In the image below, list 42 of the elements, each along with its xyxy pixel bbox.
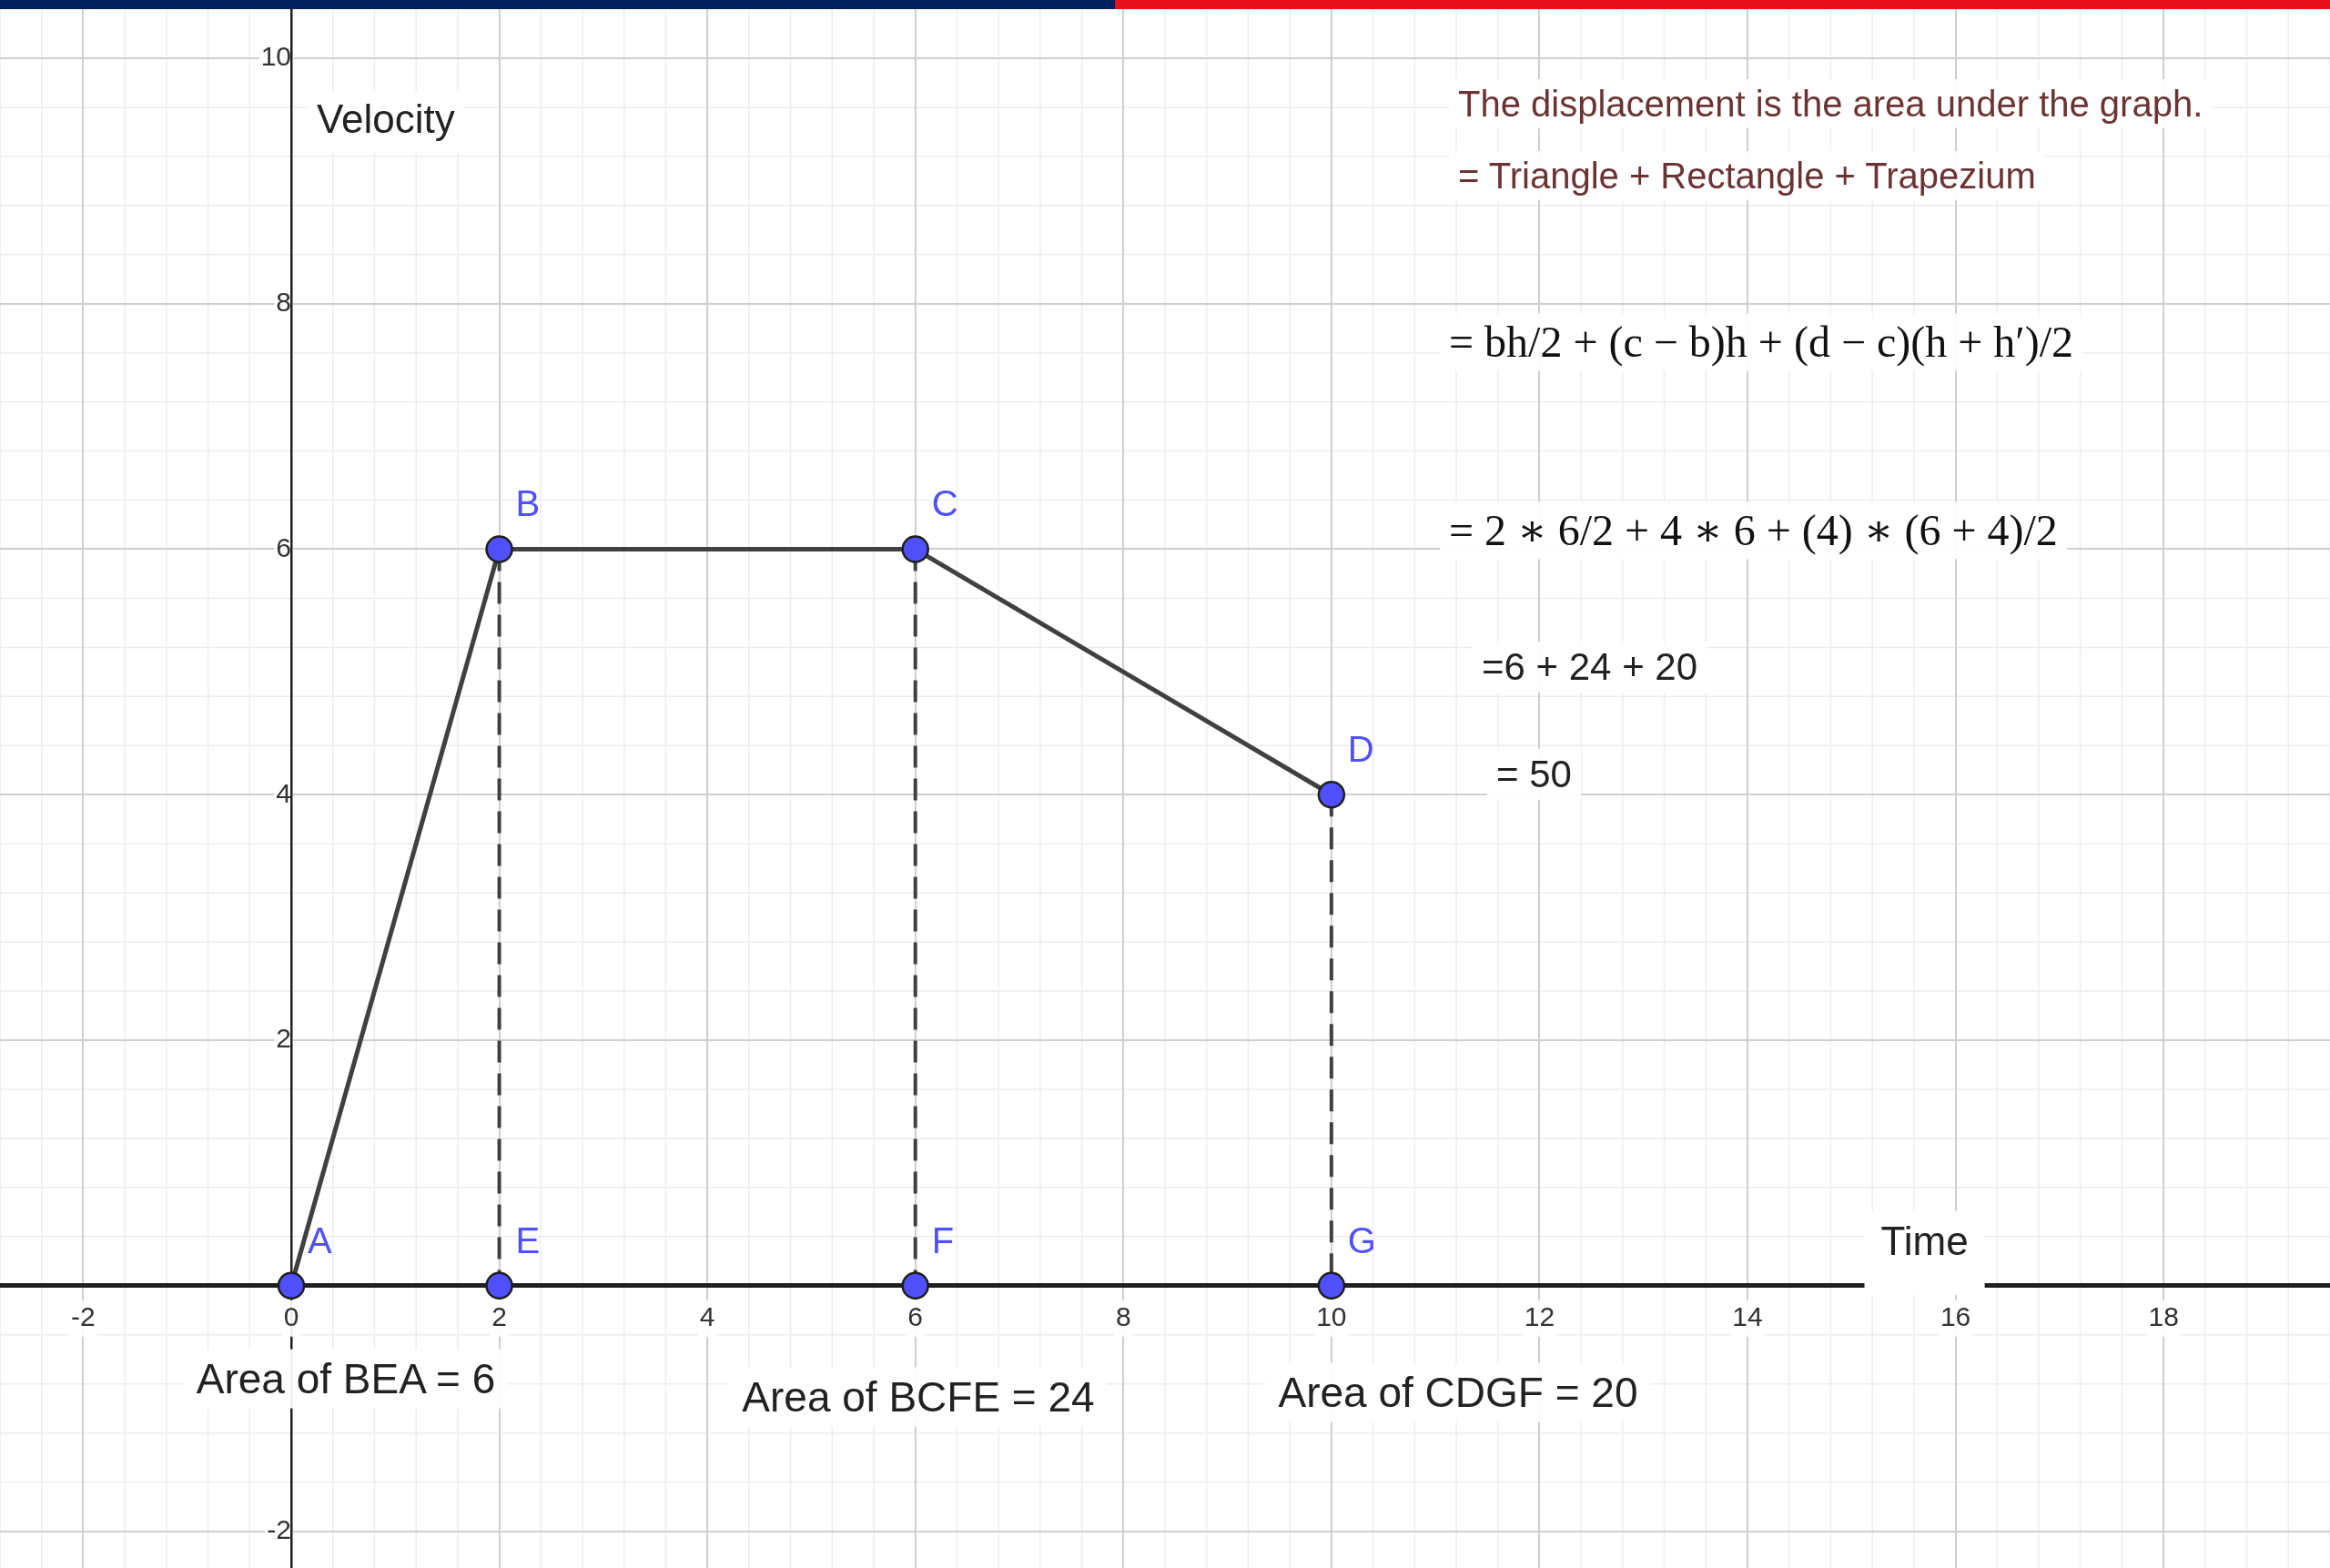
x-tick-label: 6 (907, 1301, 924, 1332)
x-tick-label: 16 (1940, 1301, 1971, 1332)
y-tick-label: 2 (276, 1023, 291, 1054)
annotation: Area of BCFE = 24 (729, 1367, 1108, 1427)
y-tick-label: 4 (276, 777, 291, 808)
x-tick-label: 14 (1732, 1301, 1763, 1332)
annotation: A (308, 1219, 332, 1260)
annotation: Area of BEA = 6 (183, 1349, 509, 1409)
annotation: = bh/2 + (c − b)h + (d − c)(h + h′)/2 (1440, 313, 2083, 371)
annotation: D (1347, 729, 1374, 770)
point (1317, 1271, 1346, 1300)
annotation: C (931, 483, 958, 524)
annotation: = Triangle + Rectangle + Trapezium (1449, 151, 2045, 200)
y-tick-label: 8 (276, 286, 291, 317)
point (277, 1271, 306, 1300)
x-tick-label: -2 (71, 1301, 96, 1332)
point (485, 535, 513, 563)
x-tick-label: 2 (491, 1301, 507, 1332)
point (485, 1271, 513, 1300)
point (1317, 780, 1346, 809)
annotation: E (515, 1219, 541, 1260)
x-tick-label: 8 (1115, 1301, 1131, 1332)
annotation: =6 + 24 + 20 (1473, 641, 1707, 693)
x-tick-label: 10 (1316, 1301, 1347, 1332)
x-tick-label: 4 (699, 1301, 715, 1332)
annotation: The displacement is the area under the graph. (1449, 79, 2213, 128)
x-axis-title: Time (1880, 1218, 1969, 1263)
y-tick-label: -2 (267, 1513, 291, 1544)
y-axis-title: Velocity (317, 96, 455, 142)
annotation: B (515, 483, 541, 524)
y-tick-label: 6 (276, 531, 291, 562)
annotation: = 2 ∗ 6/2 + 4 ∗ 6 + (4) ∗ (6 + 4)/2 (1440, 501, 2067, 560)
point (901, 535, 929, 563)
annotation: F (931, 1219, 955, 1260)
x-tick-label: 18 (2148, 1301, 2179, 1332)
y-tick-label: 10 (260, 41, 291, 72)
annotation: G (1347, 1219, 1376, 1260)
x-tick-label: 12 (1524, 1301, 1555, 1332)
annotation: Area of CDGF = 20 (1265, 1362, 1651, 1422)
x-tick-label: 0 (283, 1301, 299, 1332)
annotation: = 50 (1487, 748, 1581, 801)
point (901, 1271, 929, 1300)
